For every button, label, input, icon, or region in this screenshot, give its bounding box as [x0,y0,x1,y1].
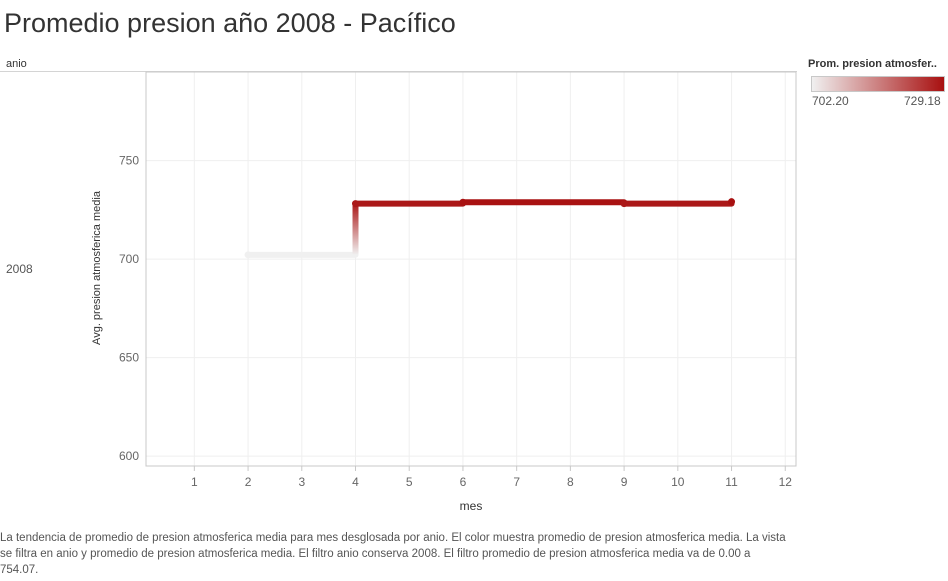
x-axis-label: mes [460,499,483,513]
x-tick-label: 3 [298,475,305,489]
x-tick-label: 4 [352,475,359,489]
x-tick-label: 12 [779,475,793,489]
x-tick-label: 1 [191,475,198,489]
chart-caption: La tendencia de promedio de presion atmo… [0,532,786,576]
y-tick-label: 600 [119,449,139,463]
x-tick-label: 9 [621,475,628,489]
x-tick-label: 5 [406,475,413,489]
x-tick-label: 6 [460,475,467,489]
data-point [352,200,360,208]
x-tick-label: 11 [725,475,738,489]
legend-min-label: 702.20 [812,94,849,108]
data-point [620,200,628,208]
y-tick-label: 700 [119,252,139,266]
step-riser [352,203,359,255]
data-point [728,198,736,206]
y-axis-ticks: 600 650 700 750 [119,154,139,464]
legend-color-ramp [811,76,945,92]
data-point [459,198,467,206]
y-axis-label: Avg. presion atmosferica media [91,190,103,345]
y-tick-label: 750 [119,154,139,168]
plot-frame [145,71,797,467]
x-axis-ticks: 1 2 3 4 5 6 7 8 9 10 11 12 [191,466,792,489]
vertical-gridlines [193,72,786,466]
legend-title: Prom. presion atmosfer.. [808,58,937,70]
data-point [244,251,252,259]
horizontal-gridlines [146,160,796,457]
x-tick-label: 10 [671,475,685,489]
row-label: 2008 [6,262,33,276]
chart-title: Promedio presion año 2008 - Pacífico [4,8,456,38]
x-tick-label: 7 [513,475,520,489]
row-header: anio [6,58,27,70]
y-tick-label: 650 [119,351,139,365]
x-tick-label: 2 [245,475,252,489]
series-line [244,198,736,259]
x-tick-label: 8 [567,475,574,489]
legend-max-label: 729.18 [904,94,941,108]
